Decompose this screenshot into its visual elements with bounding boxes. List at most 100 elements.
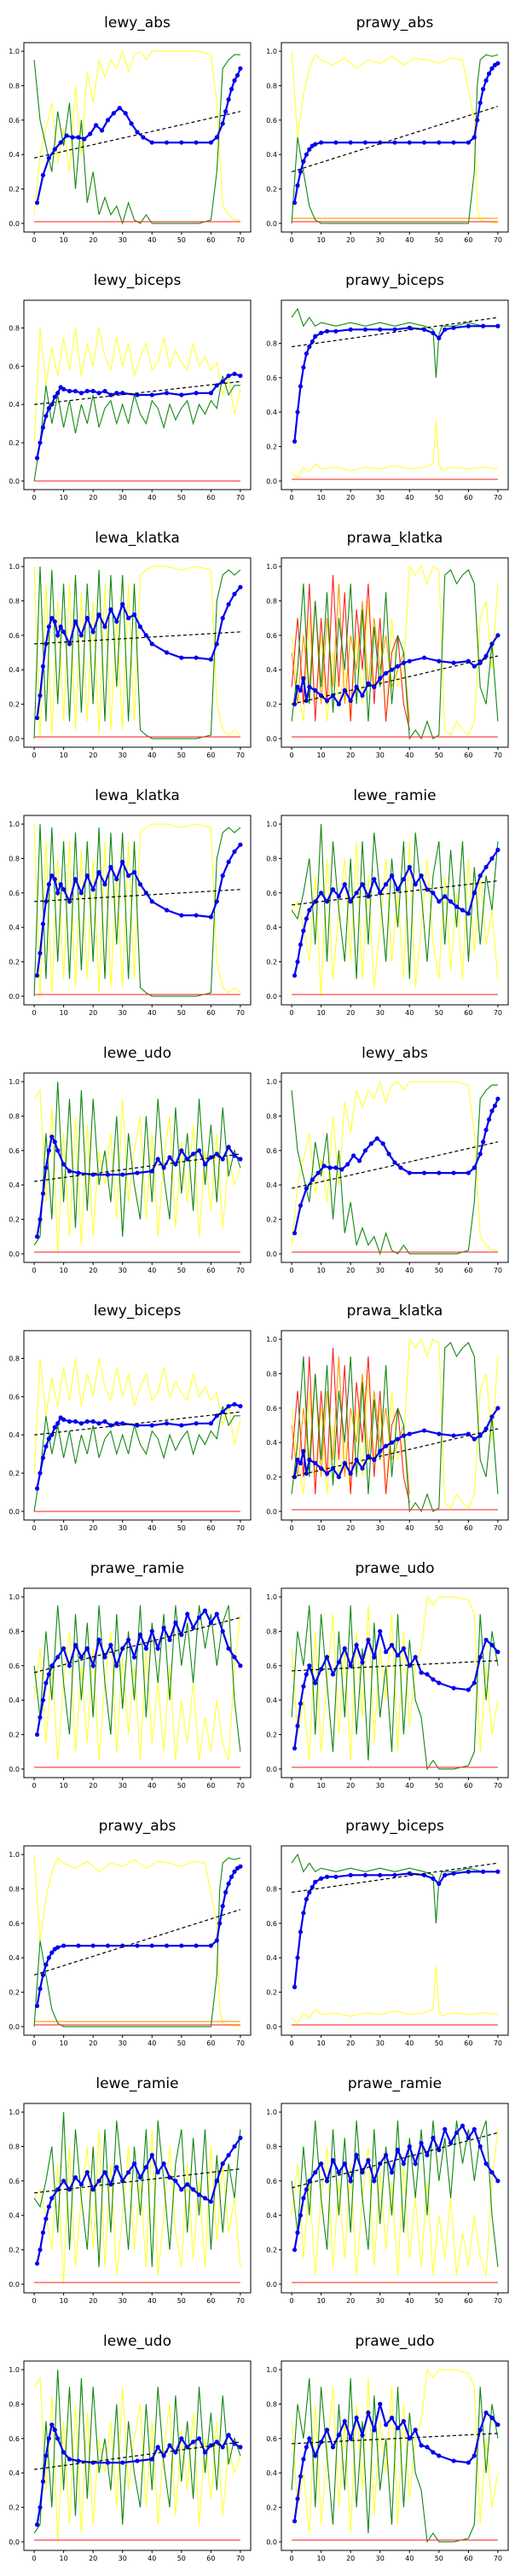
plot-area: [33, 328, 243, 482]
y-tick-label: 1.0: [9, 1078, 20, 1086]
model-point: [155, 1646, 160, 1651]
model-point: [366, 681, 371, 686]
model-point: [202, 1608, 208, 1613]
model-point: [348, 140, 353, 145]
y-tick-label: 0.8: [9, 1627, 20, 1635]
model-point: [55, 1945, 61, 1950]
model-point: [131, 870, 137, 875]
x-tick-label: 10: [317, 2555, 326, 2562]
model-point: [319, 2161, 324, 2167]
model-point: [495, 2179, 501, 2184]
model-point: [46, 1672, 51, 1677]
model-point: [437, 2453, 442, 2458]
model-point: [336, 701, 341, 707]
model-point: [34, 1732, 40, 1738]
y-tick-label: 1.0: [266, 1078, 277, 1086]
x-tick-label: 20: [89, 1782, 97, 1790]
model-point: [67, 1169, 72, 1174]
model-point: [495, 61, 501, 66]
y-tick-label: 0.0: [9, 1250, 20, 1258]
model-point: [333, 1874, 339, 1879]
model-point: [49, 1950, 55, 1955]
model-point: [167, 2443, 172, 2448]
model-point: [466, 911, 471, 916]
series-line-green: [33, 566, 241, 740]
model-point: [401, 1646, 406, 1651]
y-tick-label: 0.0: [9, 478, 20, 485]
model-point: [304, 2445, 309, 2450]
model-point: [348, 899, 353, 904]
model-point: [52, 619, 57, 624]
model-point: [401, 877, 406, 882]
model-point: [313, 1879, 318, 1884]
y-tick-label: 0.4: [9, 1697, 20, 1704]
y-tick-label: 0.8: [266, 855, 277, 862]
series-line-model: [36, 586, 241, 718]
model-point: [202, 2196, 208, 2201]
x-tick-label: 10: [60, 1782, 68, 1790]
model-point: [49, 2196, 55, 2201]
x-tick-label: 30: [119, 1267, 127, 1274]
series-line-yellow: [291, 1595, 499, 1761]
model-point: [102, 624, 107, 629]
model-point: [466, 1869, 471, 1874]
x-tick-label: 0: [32, 751, 37, 759]
model-point: [43, 2453, 49, 2458]
model-point: [72, 2175, 78, 2180]
series-line-yellow: [33, 49, 240, 221]
model-point: [61, 887, 67, 892]
x-tick-label: 60: [464, 2297, 472, 2305]
model-point: [313, 142, 318, 147]
model-point: [389, 1643, 395, 1648]
model-point: [232, 371, 237, 376]
chart-title: lewe_udo: [103, 2333, 171, 2350]
y-tick-label: 0.4: [266, 1439, 277, 1447]
y-tick-label: 0.4: [266, 1181, 277, 1189]
model-point: [298, 1460, 304, 1465]
model-point: [161, 1165, 166, 1170]
x-tick-label: 50: [435, 2297, 443, 2305]
model-point: [34, 2261, 40, 2266]
plot-area: [33, 1082, 243, 1254]
model-point: [298, 942, 304, 947]
model-point: [229, 86, 234, 92]
model-point: [126, 2170, 131, 2175]
model-point: [105, 1172, 111, 1177]
model-point: [295, 684, 300, 689]
chart-panel: prawy_abs 0 10 20 30 40 50 60 70 0.0 0.2 0.4 0.6 0.8 1…: [266, 15, 509, 244]
model-point: [466, 2460, 471, 2465]
y-tick-label: 0.2: [266, 959, 277, 966]
model-point: [389, 2170, 395, 2175]
model-point: [378, 676, 383, 681]
model-point: [226, 373, 231, 379]
model-point: [304, 152, 309, 157]
model-point: [451, 1170, 456, 1175]
model-point: [437, 335, 442, 340]
y-tick-label: 1.0: [266, 563, 277, 571]
model-point: [149, 1169, 154, 1174]
model-point: [238, 1403, 243, 1409]
y-tick-label: 0.8: [9, 82, 20, 90]
y-tick-label: 0.4: [9, 2212, 20, 2219]
model-point: [295, 1955, 300, 1960]
y-tick-label: 0.4: [266, 409, 277, 416]
model-point: [477, 660, 483, 665]
model-point: [330, 1672, 336, 1677]
model-point: [82, 136, 87, 142]
model-point: [360, 882, 365, 887]
model-point: [173, 1162, 178, 1167]
series-line-yellow: [291, 421, 498, 479]
y-tick-label: 1.0: [9, 1851, 20, 1859]
model-point: [214, 1152, 219, 1157]
plot-area: [33, 1605, 243, 1768]
model-point: [149, 2457, 154, 2462]
model-point: [220, 2445, 225, 2450]
y-tick-label: 0.8: [9, 2143, 20, 2150]
model-point: [84, 873, 90, 879]
model-point: [324, 1471, 330, 1477]
model-point: [466, 1431, 471, 1436]
model-point: [336, 1660, 341, 1665]
x-tick-label: 60: [464, 236, 472, 244]
model-point: [360, 693, 365, 699]
model-point: [40, 1455, 46, 1460]
